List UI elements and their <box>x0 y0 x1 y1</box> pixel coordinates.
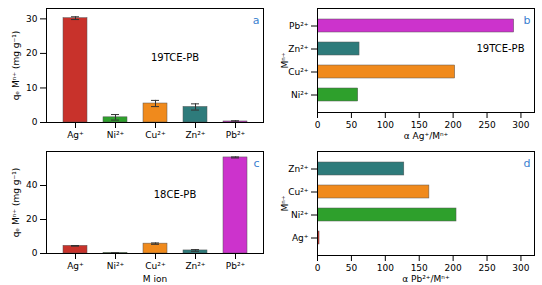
svg-text:18CE-PB: 18CE-PB <box>154 189 197 200</box>
svg-text:Zn²⁺: Zn²⁺ <box>288 44 308 54</box>
svg-text:100: 100 <box>377 120 394 130</box>
svg-text:250: 250 <box>478 120 495 130</box>
svg-text:20: 20 <box>26 214 38 224</box>
svg-text:Pb²⁺: Pb²⁺ <box>226 261 246 271</box>
svg-text:40: 40 <box>26 180 38 190</box>
svg-text:19TCE-PB: 19TCE-PB <box>151 52 199 63</box>
svg-text:Zn²⁺: Zn²⁺ <box>288 164 308 174</box>
svg-text:M ion: M ion <box>143 274 167 284</box>
svg-text:Zn²⁺: Zn²⁺ <box>185 261 205 271</box>
svg-text:Pb²⁺: Pb²⁺ <box>226 130 246 140</box>
svg-text:α Pb²⁺/Mⁿ⁺: α Pb²⁺/Mⁿ⁺ <box>402 274 450 284</box>
svg-text:20: 20 <box>26 48 38 58</box>
svg-text:α Ag⁺/Mⁿ⁺: α Ag⁺/Mⁿ⁺ <box>404 131 449 141</box>
svg-text:250: 250 <box>478 263 495 273</box>
svg-text:300: 300 <box>512 263 529 273</box>
svg-text:Ni²⁺: Ni²⁺ <box>291 210 309 220</box>
svg-text:50: 50 <box>346 263 358 273</box>
svg-text:19TCE-PB: 19TCE-PB <box>476 43 524 54</box>
svg-text:a: a <box>253 14 260 27</box>
svg-text:qₑ Mⁿ⁺ (mg g⁻¹): qₑ Mⁿ⁺ (mg g⁻¹) <box>11 31 21 101</box>
svg-text:Mⁿ⁺: Mⁿ⁺ <box>280 195 290 211</box>
svg-text:Cu²⁺: Cu²⁺ <box>288 187 309 197</box>
svg-text:0: 0 <box>32 248 38 258</box>
svg-text:300: 300 <box>512 120 529 130</box>
svg-text:0: 0 <box>315 263 321 273</box>
svg-text:Mⁿ⁺: Mⁿ⁺ <box>280 52 290 68</box>
svg-text:Ag⁺: Ag⁺ <box>67 130 84 140</box>
svg-text:Cu²⁺: Cu²⁺ <box>145 130 166 140</box>
svg-text:Cu²⁺: Cu²⁺ <box>288 67 309 77</box>
svg-text:qₑ Mⁿ⁺ (mg g⁻¹): qₑ Mⁿ⁺ (mg g⁻¹) <box>11 168 21 238</box>
svg-text:30: 30 <box>26 14 38 24</box>
svg-text:200: 200 <box>445 120 462 130</box>
svg-text:100: 100 <box>377 263 394 273</box>
svg-text:150: 150 <box>411 263 428 273</box>
svg-text:Ni²⁺: Ni²⁺ <box>107 261 125 271</box>
svg-text:d: d <box>524 157 531 170</box>
svg-text:Zn²⁺: Zn²⁺ <box>185 130 205 140</box>
svg-text:Pb²⁺: Pb²⁺ <box>289 21 309 31</box>
svg-text:Ag⁺: Ag⁺ <box>67 261 84 271</box>
svg-text:Ni²⁺: Ni²⁺ <box>291 90 309 100</box>
svg-text:50: 50 <box>346 120 358 130</box>
svg-text:150: 150 <box>411 120 428 130</box>
svg-text:0: 0 <box>315 120 321 130</box>
svg-text:10: 10 <box>26 83 38 93</box>
svg-text:b: b <box>524 14 531 27</box>
svg-text:Ag⁺: Ag⁺ <box>292 233 309 243</box>
svg-text:Ni²⁺: Ni²⁺ <box>107 130 125 140</box>
svg-text:c: c <box>253 157 259 170</box>
svg-text:200: 200 <box>445 263 462 273</box>
svg-text:Cu²⁺: Cu²⁺ <box>145 261 166 271</box>
svg-text:0: 0 <box>32 117 38 127</box>
